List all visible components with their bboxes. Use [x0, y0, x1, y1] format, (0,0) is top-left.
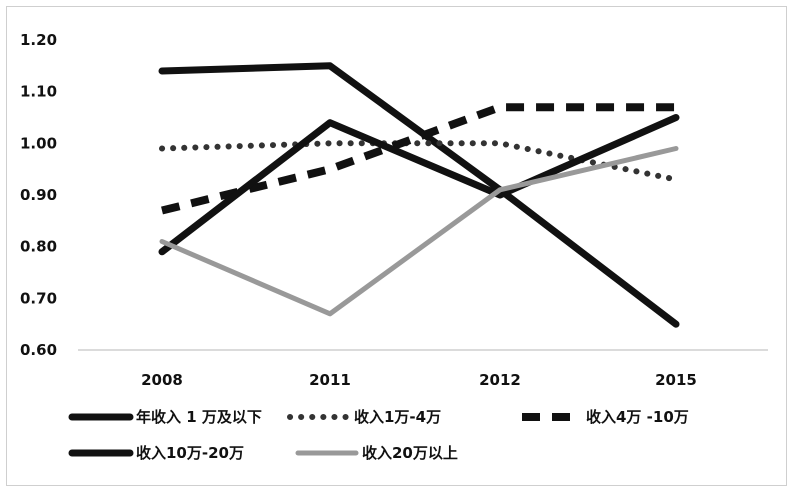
legend-label-1: 年收入 1 万及以下: [136, 408, 262, 426]
x-axis-ticks: 2008 2011 2012 2015: [141, 371, 697, 389]
series-line-1: [158, 62, 680, 328]
legend-label-5: 收入20万以上: [362, 444, 458, 462]
series-lines: [158, 62, 680, 328]
legend-label-2: 收入1万-4万: [354, 408, 441, 426]
x-tick-label: 2011: [309, 371, 351, 389]
series-line-5: [159, 146, 679, 317]
chart-frame: [6, 6, 787, 486]
y-tick-label: 1.10: [20, 83, 57, 101]
legend-label-3: 收入4万 -10万: [586, 408, 689, 426]
series-line-4: [158, 114, 680, 256]
x-tick-label: 2008: [141, 371, 183, 389]
x-tick-label: 2015: [655, 371, 697, 389]
y-tick-label: 0.60: [20, 341, 57, 359]
series-line-2: [159, 140, 679, 183]
y-axis-ticks: 0.60 0.70 0.80 0.90 1.00 1.10 1.20: [20, 31, 57, 359]
y-tick-label: 0.90: [20, 186, 57, 204]
y-tick-label: 1.00: [20, 134, 57, 152]
y-tick-label: 0.70: [20, 289, 57, 307]
y-tick-label: 1.20: [20, 31, 57, 49]
y-tick-label: 0.80: [20, 238, 57, 256]
x-tick-label: 2012: [479, 371, 521, 389]
legend-label-4: 收入10万-20万: [136, 444, 244, 462]
